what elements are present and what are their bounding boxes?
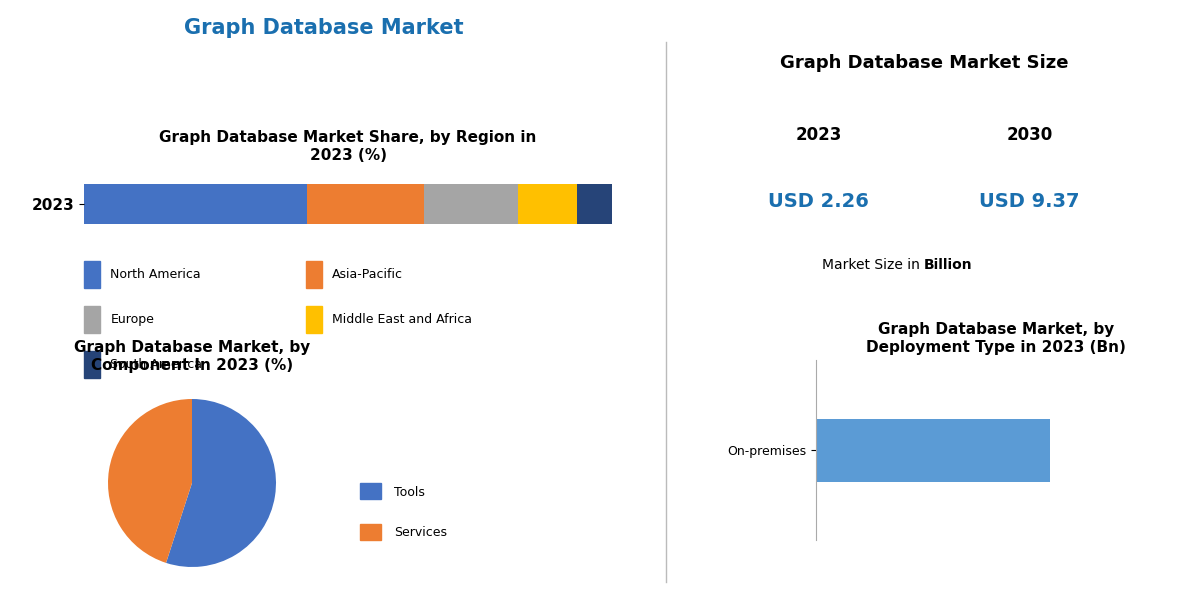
Text: 2030: 2030: [1007, 126, 1052, 144]
Text: Asia-Pacific: Asia-Pacific: [332, 268, 403, 281]
Text: Market Size in: Market Size in: [822, 258, 924, 272]
Title: Graph Database Market, by
Component In 2023 (%): Graph Database Market, by Component In 2…: [74, 340, 310, 373]
Bar: [425, 184, 518, 224]
FancyBboxPatch shape: [360, 523, 382, 540]
Bar: [518, 184, 577, 224]
Text: 2023: 2023: [796, 126, 841, 144]
Title: Graph Database Market, by
Deployment Type in 2023 (Bn): Graph Database Market, by Deployment Typ…: [866, 322, 1126, 355]
Text: USD 9.37: USD 9.37: [979, 192, 1080, 211]
Text: Graph Database Market: Graph Database Market: [184, 18, 464, 38]
FancyBboxPatch shape: [84, 351, 100, 378]
FancyBboxPatch shape: [306, 261, 322, 288]
Bar: [816, 419, 1050, 481]
FancyBboxPatch shape: [84, 261, 100, 288]
Text: North America: North America: [110, 268, 202, 281]
Text: Middle East and Africa: Middle East and Africa: [332, 313, 472, 326]
FancyBboxPatch shape: [306, 306, 322, 333]
Text: USD 2.26: USD 2.26: [768, 192, 869, 211]
Text: Graph Database Market Size: Graph Database Market Size: [780, 54, 1068, 72]
Wedge shape: [108, 399, 192, 563]
Text: South America: South America: [110, 358, 203, 371]
FancyBboxPatch shape: [360, 483, 382, 499]
Bar: [307, 184, 425, 224]
Text: Billion: Billion: [924, 258, 973, 272]
Text: Europe: Europe: [110, 313, 155, 326]
Bar: [577, 184, 612, 224]
Wedge shape: [166, 399, 276, 567]
Text: Services: Services: [395, 526, 448, 539]
Title: Graph Database Market Share, by Region in
2023 (%): Graph Database Market Share, by Region i…: [160, 130, 536, 163]
Bar: [84, 184, 307, 224]
FancyBboxPatch shape: [84, 306, 100, 333]
Text: Tools: Tools: [395, 485, 425, 499]
